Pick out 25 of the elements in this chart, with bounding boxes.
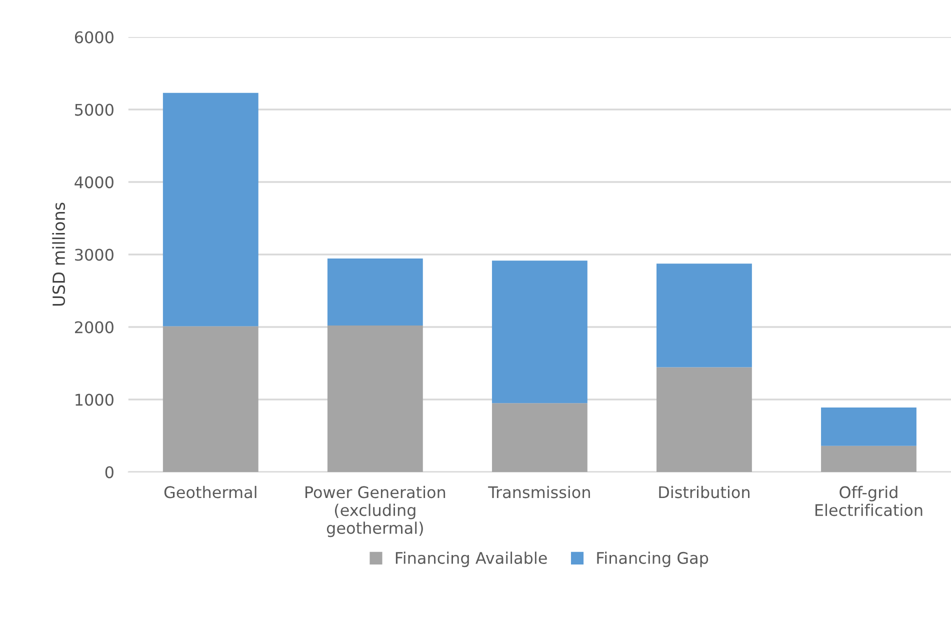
bar	[656, 367, 752, 472]
bar	[327, 326, 423, 472]
x-tick-label: Transmission	[488, 486, 590, 498]
bar	[656, 264, 752, 368]
x-tick-label: Power Generation (excluding geothermal)	[306, 486, 446, 538]
bar	[162, 92, 258, 326]
bar	[492, 260, 588, 404]
y-tick-label: 0	[105, 466, 114, 478]
legend-label: Financing Available	[396, 552, 547, 568]
bar	[162, 326, 258, 472]
bar	[821, 446, 916, 472]
y-tick-label: 5000	[75, 104, 114, 116]
y-tick-label: 3000	[75, 248, 114, 261]
bar	[327, 258, 423, 326]
y-tick-label: 6000	[74, 31, 114, 44]
bar	[492, 403, 588, 472]
legend-label: Financing Gap	[597, 552, 708, 568]
x-tick-label: Geothermal	[164, 486, 256, 498]
y-tick-label: 2000	[75, 321, 114, 334]
y-axis-title: USD millions	[52, 202, 66, 306]
bar	[821, 407, 916, 446]
y-tick-label: 4000	[74, 176, 114, 188]
x-tick-label: Distribution	[659, 486, 750, 498]
x-tick-label: Off-grid Electrification	[815, 486, 922, 516]
y-tick-label: 1000	[76, 394, 114, 406]
